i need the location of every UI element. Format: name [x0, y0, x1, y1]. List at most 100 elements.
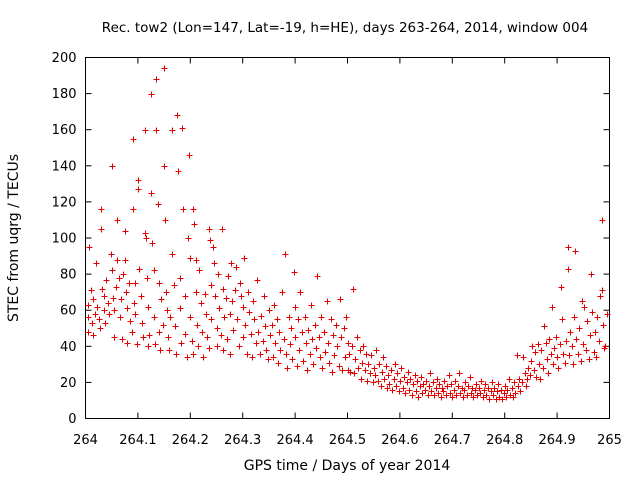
data-point	[528, 358, 535, 365]
data-point	[470, 394, 477, 401]
data-point	[151, 267, 158, 274]
data-point	[208, 316, 215, 323]
data-point	[295, 316, 302, 323]
data-point	[130, 136, 137, 143]
data-point	[109, 163, 116, 170]
data-point	[441, 378, 448, 385]
data-point	[553, 334, 560, 341]
data-point	[124, 305, 131, 312]
data-point	[250, 298, 257, 305]
data-point	[85, 314, 92, 321]
data-point	[151, 314, 158, 321]
data-point	[187, 255, 194, 262]
data-point	[214, 343, 221, 350]
y-tick-label: 160	[52, 123, 77, 138]
data-point	[362, 367, 369, 374]
data-point	[271, 302, 278, 309]
data-point	[486, 396, 493, 403]
data-point	[111, 334, 118, 341]
data-point	[372, 372, 379, 379]
data-point	[550, 361, 557, 368]
x-tick-label: 264.4	[276, 433, 313, 448]
data-point	[420, 381, 427, 388]
data-point	[175, 168, 182, 175]
data-point	[338, 334, 345, 341]
data-point	[415, 394, 422, 401]
data-point	[478, 378, 485, 385]
data-point	[384, 385, 391, 392]
data-point	[179, 125, 186, 132]
plot-frame	[85, 57, 610, 419]
data-point	[194, 322, 201, 329]
data-point	[414, 378, 421, 385]
data-point	[190, 206, 197, 213]
data-point	[110, 295, 117, 302]
data-point	[412, 372, 419, 379]
data-point	[216, 305, 223, 312]
data-point	[297, 289, 304, 296]
data-point	[404, 379, 411, 386]
data-point	[160, 322, 167, 329]
data-point	[161, 163, 168, 170]
data-point	[548, 351, 555, 358]
chart-title: Rec. tow2 (Lon=147, Lat=-19, h=HE), days…	[102, 20, 588, 36]
data-point	[593, 354, 600, 361]
x-tick-label: 264.3	[224, 433, 261, 448]
data-point	[101, 293, 108, 300]
data-point	[123, 289, 130, 296]
data-point	[162, 217, 169, 224]
data-point	[230, 327, 237, 334]
data-point	[232, 287, 239, 294]
data-point	[381, 376, 388, 383]
data-point	[193, 257, 200, 264]
data-point	[212, 293, 219, 300]
data-point	[393, 383, 400, 390]
data-point	[451, 387, 458, 394]
data-point	[270, 354, 277, 361]
data-point	[263, 347, 270, 354]
data-point	[310, 361, 317, 368]
data-point	[328, 316, 335, 323]
data-point	[191, 221, 198, 228]
data-point	[473, 381, 480, 388]
data-point	[254, 277, 261, 284]
data-point	[284, 365, 291, 372]
data-point	[524, 376, 531, 383]
data-point	[363, 351, 370, 358]
data-point	[410, 381, 417, 388]
data-point	[198, 300, 205, 307]
data-point	[300, 358, 307, 365]
data-point	[541, 323, 548, 330]
data-point	[555, 365, 562, 372]
data-point	[140, 334, 147, 341]
data-point	[575, 351, 582, 358]
data-point	[386, 381, 393, 388]
data-point	[294, 363, 301, 370]
data-point	[385, 372, 392, 379]
data-point	[269, 322, 276, 329]
data-point	[114, 217, 121, 224]
data-point	[286, 314, 293, 321]
data-point	[531, 367, 538, 374]
x-tick-label: 264.1	[119, 433, 156, 448]
data-point	[398, 365, 405, 372]
data-point	[261, 293, 268, 300]
data-point	[148, 91, 155, 98]
data-point	[187, 314, 194, 321]
data-point	[452, 378, 459, 385]
data-point	[318, 314, 325, 321]
data-point	[373, 347, 380, 354]
data-point	[589, 309, 596, 316]
data-point	[326, 360, 333, 367]
data-point	[597, 293, 604, 300]
data-point	[529, 343, 536, 350]
data-point	[472, 387, 479, 394]
data-point	[570, 361, 577, 368]
data-point	[510, 394, 517, 401]
data-point	[364, 378, 371, 385]
data-point	[305, 327, 312, 334]
data-point	[152, 341, 159, 348]
data-point	[116, 275, 123, 282]
y-tick-label: 80	[60, 268, 77, 283]
data-point	[319, 365, 326, 372]
